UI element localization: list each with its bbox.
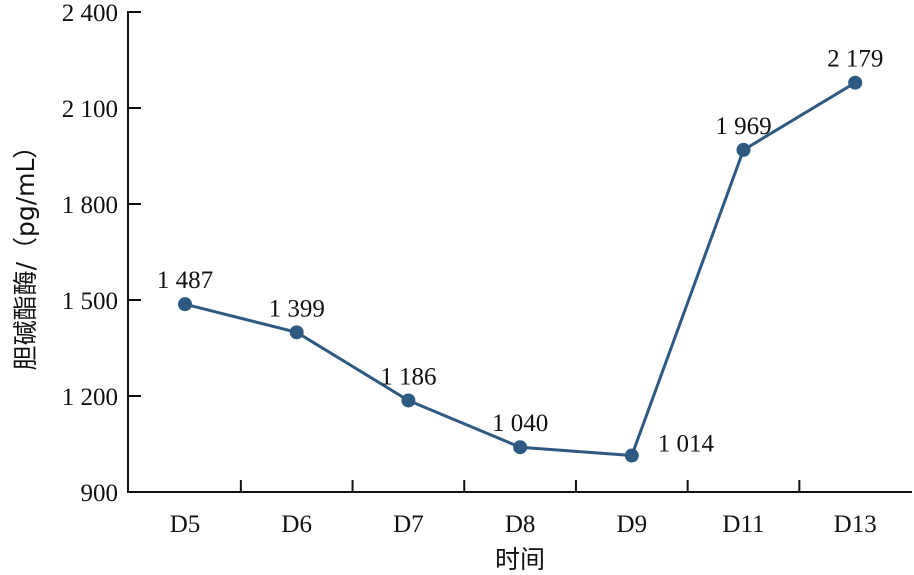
x-tick-label: D9: [617, 511, 648, 538]
data-point: [289, 325, 304, 340]
data-label: 1 487: [157, 267, 213, 294]
y-tick-label: 900: [81, 480, 119, 507]
axes: [127, 11, 912, 493]
x-tick-label: D6: [281, 511, 312, 538]
y-axis-title: 胆碱酯酶/（pg/mL）: [11, 134, 40, 371]
data-label: 1 040: [492, 410, 548, 437]
data-label: 1 014: [658, 431, 715, 458]
x-tick-label: D11: [722, 511, 764, 538]
data-point: [513, 440, 528, 455]
y-tick-label: 2 400: [62, 0, 118, 27]
data-point: [178, 297, 192, 312]
y-tick-label: 2 100: [62, 96, 118, 123]
data-label: 2 179: [827, 46, 883, 73]
y-tick-label: 1 500: [62, 288, 118, 315]
data-point: [401, 393, 416, 408]
data-point: [736, 142, 751, 157]
y-ticks: 900 1 200 1 500 1 800 2 100 2 400: [62, 0, 141, 507]
data-label: 1 399: [269, 295, 325, 322]
data-label: 1 186: [380, 363, 436, 390]
data-labels: 1 487 1 399 1 186 1 040 1 014 1 969 2 179: [157, 46, 883, 458]
x-axis-title: 时间: [495, 545, 545, 574]
data-point: [848, 75, 863, 90]
y-tick-label: 1 200: [62, 384, 118, 411]
x-tick-label: D8: [505, 511, 536, 538]
x-ticks: D5 D6 D7 D8 D9 D11 D13: [170, 480, 877, 538]
data-point: [624, 448, 639, 463]
x-tick-label: D5: [170, 511, 201, 538]
y-tick-label: 1 800: [62, 192, 118, 219]
data-label: 1 969: [715, 113, 771, 140]
x-tick-label: D13: [834, 511, 877, 538]
data-points: [178, 75, 863, 463]
x-tick-label: D7: [393, 511, 424, 538]
